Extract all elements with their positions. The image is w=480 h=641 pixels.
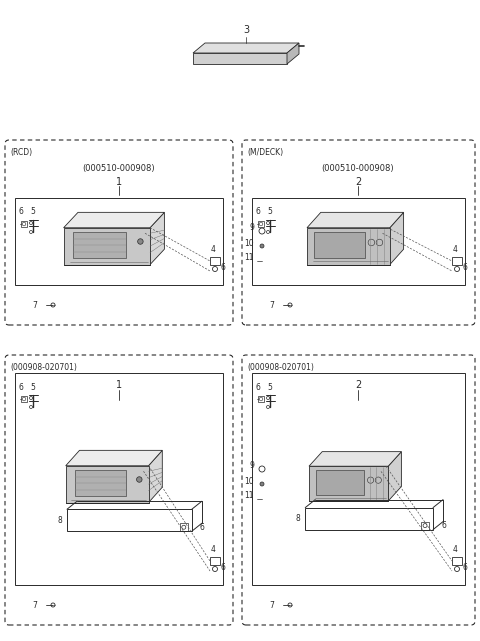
Text: 4: 4 xyxy=(211,244,216,253)
Polygon shape xyxy=(314,232,364,258)
Polygon shape xyxy=(148,451,162,503)
Text: (M/DECK): (M/DECK) xyxy=(247,148,283,157)
Text: 6: 6 xyxy=(19,208,24,217)
Polygon shape xyxy=(388,452,401,501)
Text: 9: 9 xyxy=(249,462,254,470)
Polygon shape xyxy=(193,53,287,64)
Text: 1: 1 xyxy=(116,177,122,187)
Bar xyxy=(252,198,465,285)
Text: 6: 6 xyxy=(200,523,204,532)
Bar xyxy=(421,522,429,529)
Bar xyxy=(258,396,264,402)
Polygon shape xyxy=(316,470,364,495)
Bar xyxy=(21,221,27,227)
Text: 2: 2 xyxy=(355,380,361,390)
Text: 4: 4 xyxy=(453,544,457,553)
Bar xyxy=(258,221,264,227)
Text: 6: 6 xyxy=(221,263,226,272)
Bar xyxy=(210,557,220,565)
Polygon shape xyxy=(390,212,404,265)
Bar xyxy=(305,508,433,529)
Text: 5: 5 xyxy=(31,383,36,392)
Polygon shape xyxy=(66,466,148,503)
Text: 5: 5 xyxy=(267,383,273,392)
Text: 10: 10 xyxy=(244,238,254,247)
Text: 7: 7 xyxy=(32,601,37,610)
Text: 4: 4 xyxy=(453,244,457,253)
Polygon shape xyxy=(66,451,162,466)
Text: 6: 6 xyxy=(463,563,468,572)
Text: 5: 5 xyxy=(267,208,273,217)
Text: 6: 6 xyxy=(463,263,468,272)
Text: 3: 3 xyxy=(243,25,249,35)
Polygon shape xyxy=(63,228,150,265)
Text: 7: 7 xyxy=(32,301,37,310)
Polygon shape xyxy=(73,232,126,258)
Bar xyxy=(210,257,220,265)
Circle shape xyxy=(260,244,264,248)
Polygon shape xyxy=(309,452,401,466)
Text: (000908-020701): (000908-020701) xyxy=(10,363,77,372)
Polygon shape xyxy=(75,470,125,496)
Bar xyxy=(252,373,465,585)
Polygon shape xyxy=(307,212,404,228)
Text: 9: 9 xyxy=(249,224,254,233)
Bar xyxy=(67,509,192,531)
Bar xyxy=(15,198,223,285)
Text: 6: 6 xyxy=(255,208,261,217)
Text: 7: 7 xyxy=(269,301,274,310)
Text: 10: 10 xyxy=(244,476,254,485)
Text: 11: 11 xyxy=(244,253,254,263)
Text: 8: 8 xyxy=(57,516,62,525)
Text: 6: 6 xyxy=(255,383,261,392)
Polygon shape xyxy=(63,212,164,228)
Text: 6: 6 xyxy=(221,563,226,572)
Text: 4: 4 xyxy=(211,544,216,553)
Bar xyxy=(452,257,462,265)
Text: 8: 8 xyxy=(296,514,300,523)
Text: (000908-020701): (000908-020701) xyxy=(247,363,314,372)
Polygon shape xyxy=(150,212,164,265)
Bar xyxy=(452,557,462,565)
Polygon shape xyxy=(287,43,299,64)
Text: 7: 7 xyxy=(269,601,274,610)
Text: (000510-000908): (000510-000908) xyxy=(83,163,156,172)
Text: 6: 6 xyxy=(19,383,24,392)
Bar xyxy=(21,396,27,402)
Bar xyxy=(15,373,223,585)
Polygon shape xyxy=(307,228,390,265)
Text: 1: 1 xyxy=(116,380,122,390)
Polygon shape xyxy=(309,466,388,501)
Text: 6: 6 xyxy=(441,521,446,530)
Bar xyxy=(180,523,188,531)
Circle shape xyxy=(136,477,142,482)
Text: (RCD): (RCD) xyxy=(10,148,32,157)
Polygon shape xyxy=(193,43,299,53)
Circle shape xyxy=(138,238,143,244)
Circle shape xyxy=(260,482,264,486)
Text: 2: 2 xyxy=(355,177,361,187)
Text: (000510-000908): (000510-000908) xyxy=(322,163,394,172)
Text: 5: 5 xyxy=(31,208,36,217)
Text: 11: 11 xyxy=(244,492,254,501)
